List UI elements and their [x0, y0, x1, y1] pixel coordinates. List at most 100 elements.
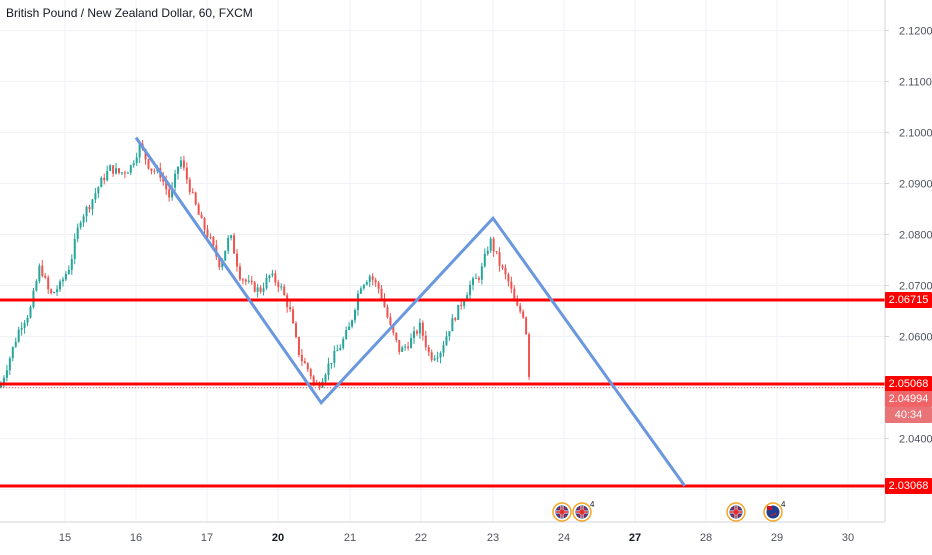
price-axis[interactable]: 2.12000 2.11000 2.10000 2.09000 2.08000 2.070… [885, 26, 932, 446]
candle-body [59, 281, 61, 290]
candle-body [507, 274, 510, 282]
candle-body [165, 181, 168, 190]
time-tick-label: 20 [272, 532, 284, 544]
candle-body [469, 284, 472, 296]
candle-body [309, 369, 312, 377]
candle-body [262, 288, 265, 292]
candle-body [410, 338, 413, 348]
candle-body [35, 281, 38, 291]
event-count-badge: 4 [590, 500, 595, 509]
candle-body [171, 187, 174, 198]
price-tick-label: 2.12000 [899, 26, 932, 38]
candle-body [129, 165, 132, 173]
candle-body [224, 250, 227, 261]
candle-body [209, 236, 212, 238]
time-tick-label: 21 [344, 532, 356, 544]
uk-flag-icon[interactable] [726, 502, 746, 522]
candle-body [188, 179, 191, 193]
candle-body [61, 279, 64, 282]
candle-body [354, 309, 356, 321]
candle-body [123, 172, 126, 174]
candle-body [11, 346, 14, 359]
candle-body [339, 347, 342, 351]
candle-body [150, 168, 153, 171]
candle-body [513, 288, 516, 302]
candle-body [244, 279, 247, 282]
candle-body [312, 376, 315, 383]
candle-body [259, 287, 262, 292]
candle-body [109, 165, 112, 172]
candle-body [268, 275, 271, 278]
candle-body [359, 288, 362, 294]
candle-body [271, 273, 274, 276]
pattern-drawing[interactable] [134, 136, 686, 487]
candle-body [413, 331, 415, 339]
candle-body [283, 286, 286, 296]
candle-body [38, 265, 41, 282]
candle-body [256, 287, 259, 292]
candle-body [85, 207, 88, 217]
candle-body [333, 350, 336, 363]
candle-body [522, 311, 525, 318]
candle-body [97, 187, 100, 194]
grid-lines [0, 0, 885, 522]
candle-body [336, 350, 339, 352]
candle-body [144, 149, 147, 160]
candle-body [442, 345, 445, 353]
candle-body [14, 341, 17, 347]
candle-body [374, 279, 377, 283]
candle-body [383, 298, 386, 308]
candle-body [306, 363, 309, 370]
candle-body [404, 346, 407, 348]
candle-body [200, 214, 203, 219]
candle-body [466, 295, 469, 301]
price-tick-label: 2.07000 [899, 281, 932, 293]
candle-body [395, 332, 398, 341]
horizontal-levels[interactable] [0, 298, 885, 488]
candle-body [280, 286, 283, 288]
level-price-tag-bottom: 2.03068 [885, 478, 932, 495]
candle-body [8, 358, 11, 371]
price-tick-label: 2.06000 [899, 332, 932, 344]
candle-body [345, 330, 348, 339]
candle-body [368, 276, 371, 283]
candle-body [265, 277, 268, 289]
candle-body [351, 320, 354, 327]
candle-body [253, 282, 256, 292]
candle-body [415, 331, 418, 334]
pattern-zigzag-line[interactable] [134, 136, 686, 487]
candle-body [348, 326, 351, 331]
candle-body [528, 334, 531, 377]
candle-body [238, 266, 241, 280]
candle-body [430, 352, 433, 360]
nz-flag-icon[interactable]: 4 [763, 500, 786, 522]
candle-body [17, 329, 20, 342]
chart-title: British Pound / New Zealand Dollar, 60, … [6, 6, 253, 20]
candle-body [147, 159, 150, 169]
candle-body [342, 338, 345, 348]
candle-body [221, 260, 224, 268]
candle-body [218, 256, 221, 268]
time-tick-label: 23 [487, 532, 499, 544]
uk-flag-icon[interactable]: 4 [572, 500, 595, 522]
candle-body [44, 275, 47, 278]
price-tick-label: 2.10000 [899, 128, 932, 140]
uk-flag-icon[interactable] [552, 502, 572, 522]
candle-body [233, 235, 236, 254]
candle-body [41, 265, 44, 276]
candle-body [53, 291, 56, 294]
candle-body [174, 173, 177, 188]
time-axis[interactable]: 15 16 17 20 21 22 23 24 27 28 29 30 [59, 532, 854, 544]
candle-body [433, 358, 436, 360]
candle-body [194, 192, 197, 205]
candle-body [70, 258, 73, 270]
time-tick-label: 27 [629, 532, 641, 544]
time-tick-label: 24 [558, 532, 570, 544]
candle-body [227, 237, 230, 251]
current-price-tag: 2.04994 [885, 390, 932, 407]
candle-body [230, 235, 233, 238]
candle-body [103, 177, 106, 181]
